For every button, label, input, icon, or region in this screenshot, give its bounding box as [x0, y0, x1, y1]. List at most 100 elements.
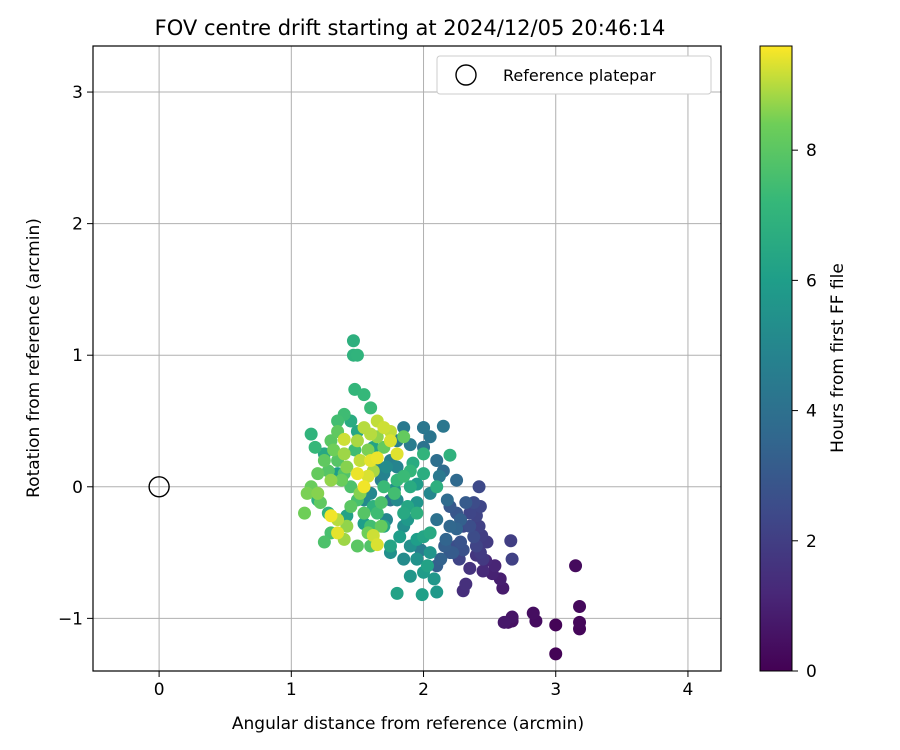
- data-point: [335, 473, 349, 487]
- y-tick-label: 0: [72, 478, 83, 498]
- data-point: [383, 434, 397, 448]
- data-point: [423, 430, 437, 444]
- data-point: [353, 453, 367, 467]
- y-axis-label: Rotation from reference (arcmin): [24, 218, 44, 498]
- data-point: [432, 469, 446, 483]
- x-axis-ticks: 0 1 2 3 4: [154, 671, 694, 700]
- data-point: [361, 469, 375, 483]
- data-point: [370, 506, 384, 520]
- data-point: [397, 469, 411, 483]
- data-point: [340, 519, 354, 533]
- data-point: [463, 561, 477, 575]
- data-point: [357, 480, 371, 494]
- data-point: [505, 552, 519, 566]
- data-point: [304, 427, 318, 441]
- data-point: [331, 526, 345, 540]
- data-point: [423, 546, 437, 560]
- data-point: [308, 440, 322, 454]
- data-point: [549, 647, 563, 661]
- data-point: [340, 460, 354, 474]
- data-point: [497, 615, 511, 629]
- colorbar-tick-label: 6: [806, 271, 817, 291]
- data-point: [374, 519, 388, 533]
- data-point: [434, 552, 448, 566]
- data-point: [410, 552, 424, 566]
- data-point: [410, 506, 424, 520]
- data-point: [436, 419, 450, 433]
- y-tick-label: −1: [58, 609, 83, 629]
- data-point: [476, 564, 490, 578]
- data-point: [397, 430, 411, 444]
- data-point: [417, 447, 431, 461]
- data-point: [317, 453, 331, 467]
- data-point: [370, 538, 384, 552]
- data-point: [397, 506, 411, 520]
- y-tick-label: 2: [72, 215, 83, 235]
- data-point: [549, 618, 563, 632]
- data-point: [430, 453, 444, 467]
- data-point: [420, 559, 434, 573]
- data-point: [361, 443, 375, 457]
- legend-marker-reference: [455, 64, 477, 86]
- data-point: [463, 519, 477, 533]
- data-point: [377, 480, 391, 494]
- data-point: [504, 534, 518, 548]
- data-point: [337, 447, 351, 461]
- legend: Reference platepar: [436, 55, 712, 95]
- data-point: [454, 535, 468, 549]
- colorbar-tick-label: 4: [806, 402, 817, 422]
- colorbar-tick-label: 2: [806, 532, 817, 552]
- colorbar-gradient: [759, 45, 793, 672]
- reference-platepar-marker: [148, 476, 170, 498]
- data-point: [472, 480, 486, 494]
- data-point: [337, 432, 351, 446]
- data-point: [403, 480, 417, 494]
- data-point: [417, 421, 431, 435]
- colorbar-ticks: 0 2 4 6 8: [792, 141, 817, 682]
- data-point: [350, 348, 364, 362]
- data-point: [387, 486, 401, 500]
- data-point: [298, 506, 312, 520]
- data-point: [423, 526, 437, 540]
- data-point: [443, 448, 457, 462]
- data-point: [415, 588, 429, 602]
- x-tick-label: 0: [154, 680, 165, 700]
- data-point: [463, 506, 477, 520]
- data-point: [357, 506, 371, 520]
- data-point: [526, 606, 540, 620]
- data-point: [311, 486, 325, 500]
- data-point: [459, 496, 473, 510]
- x-tick-label: 1: [286, 680, 297, 700]
- data-point: [427, 572, 441, 586]
- data-point: [393, 530, 407, 544]
- y-tick-label: 3: [72, 83, 83, 103]
- data-point: [317, 535, 331, 549]
- data-point: [430, 513, 444, 527]
- data-point: [344, 500, 358, 514]
- data-point: [472, 519, 486, 533]
- data-point: [397, 421, 411, 435]
- data-point: [573, 615, 587, 629]
- data-point: [370, 451, 384, 465]
- data-point: [430, 585, 444, 599]
- colorbar: 0 2 4 6 8 Hours from first FF file: [759, 45, 848, 682]
- data-point: [440, 493, 454, 507]
- data-point: [403, 569, 417, 583]
- data-point: [569, 559, 583, 573]
- data-point: [573, 600, 587, 614]
- data-point: [467, 530, 481, 544]
- data-point: [459, 577, 473, 591]
- data-point: [344, 480, 358, 494]
- x-tick-label: 4: [683, 680, 694, 700]
- data-point: [300, 486, 314, 500]
- data-point: [377, 421, 391, 435]
- y-tick-label: 1: [72, 346, 83, 366]
- data-point: [390, 447, 404, 461]
- x-tick-label: 2: [418, 680, 429, 700]
- y-axis-ticks: −1 0 1 2 3: [58, 83, 93, 629]
- data-point: [324, 473, 338, 487]
- chart-title: FOV centre drift starting at 2024/12/05 …: [155, 16, 666, 40]
- data-point: [430, 480, 444, 494]
- data-point: [357, 388, 371, 402]
- x-tick-label: 3: [550, 680, 561, 700]
